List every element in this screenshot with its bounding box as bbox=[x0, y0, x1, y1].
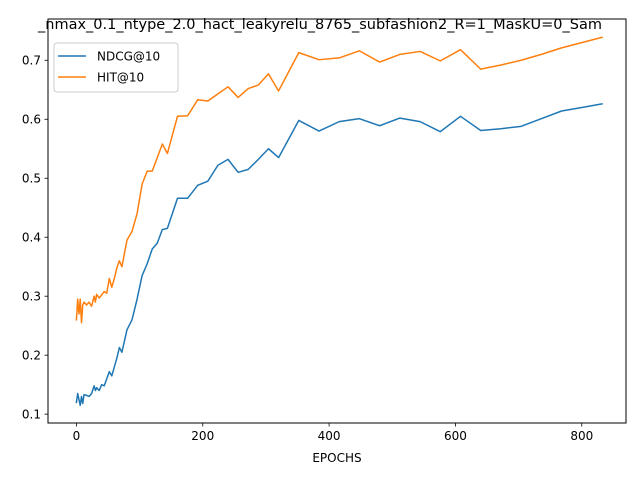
legend: NDCG@10 HIT@10 bbox=[53, 42, 179, 93]
y-tick-label: 0.6 bbox=[22, 113, 41, 127]
x-tick-label: 200 bbox=[191, 429, 214, 443]
plot-frame bbox=[47, 18, 627, 424]
x-axis-ticks: 0 200 400 600 800 bbox=[73, 423, 593, 443]
y-tick-label: 0.1 bbox=[22, 407, 41, 421]
x-tick-label: 800 bbox=[570, 429, 593, 443]
y-tick-label: 0.5 bbox=[22, 172, 41, 186]
x-tick-label: 400 bbox=[318, 429, 341, 443]
x-tick-label: 600 bbox=[444, 429, 467, 443]
y-tick-label: 0.7 bbox=[22, 54, 41, 68]
legend-label-hit: HIT@10 bbox=[97, 71, 144, 85]
series-layer bbox=[75, 36, 603, 407]
legend-label-ndcg: NDCG@10 bbox=[97, 50, 160, 64]
y-tick-label: 0.2 bbox=[22, 348, 41, 362]
y-tick-label: 0.4 bbox=[22, 231, 41, 245]
y-tick-label: 0.3 bbox=[22, 289, 41, 303]
series-line-ndcg-10 bbox=[75, 103, 603, 407]
x-axis-label: EPOCHS bbox=[312, 451, 361, 465]
x-tick-label: 0 bbox=[73, 429, 81, 443]
y-axis-ticks: 0.1 0.2 0.3 0.4 0.5 0.6 0.7 bbox=[22, 54, 48, 421]
series-line-hit-10 bbox=[75, 36, 603, 324]
chart-title: _nmax_0.1_ntype_2.0_hact_leakyrelu_8765_… bbox=[37, 17, 602, 33]
